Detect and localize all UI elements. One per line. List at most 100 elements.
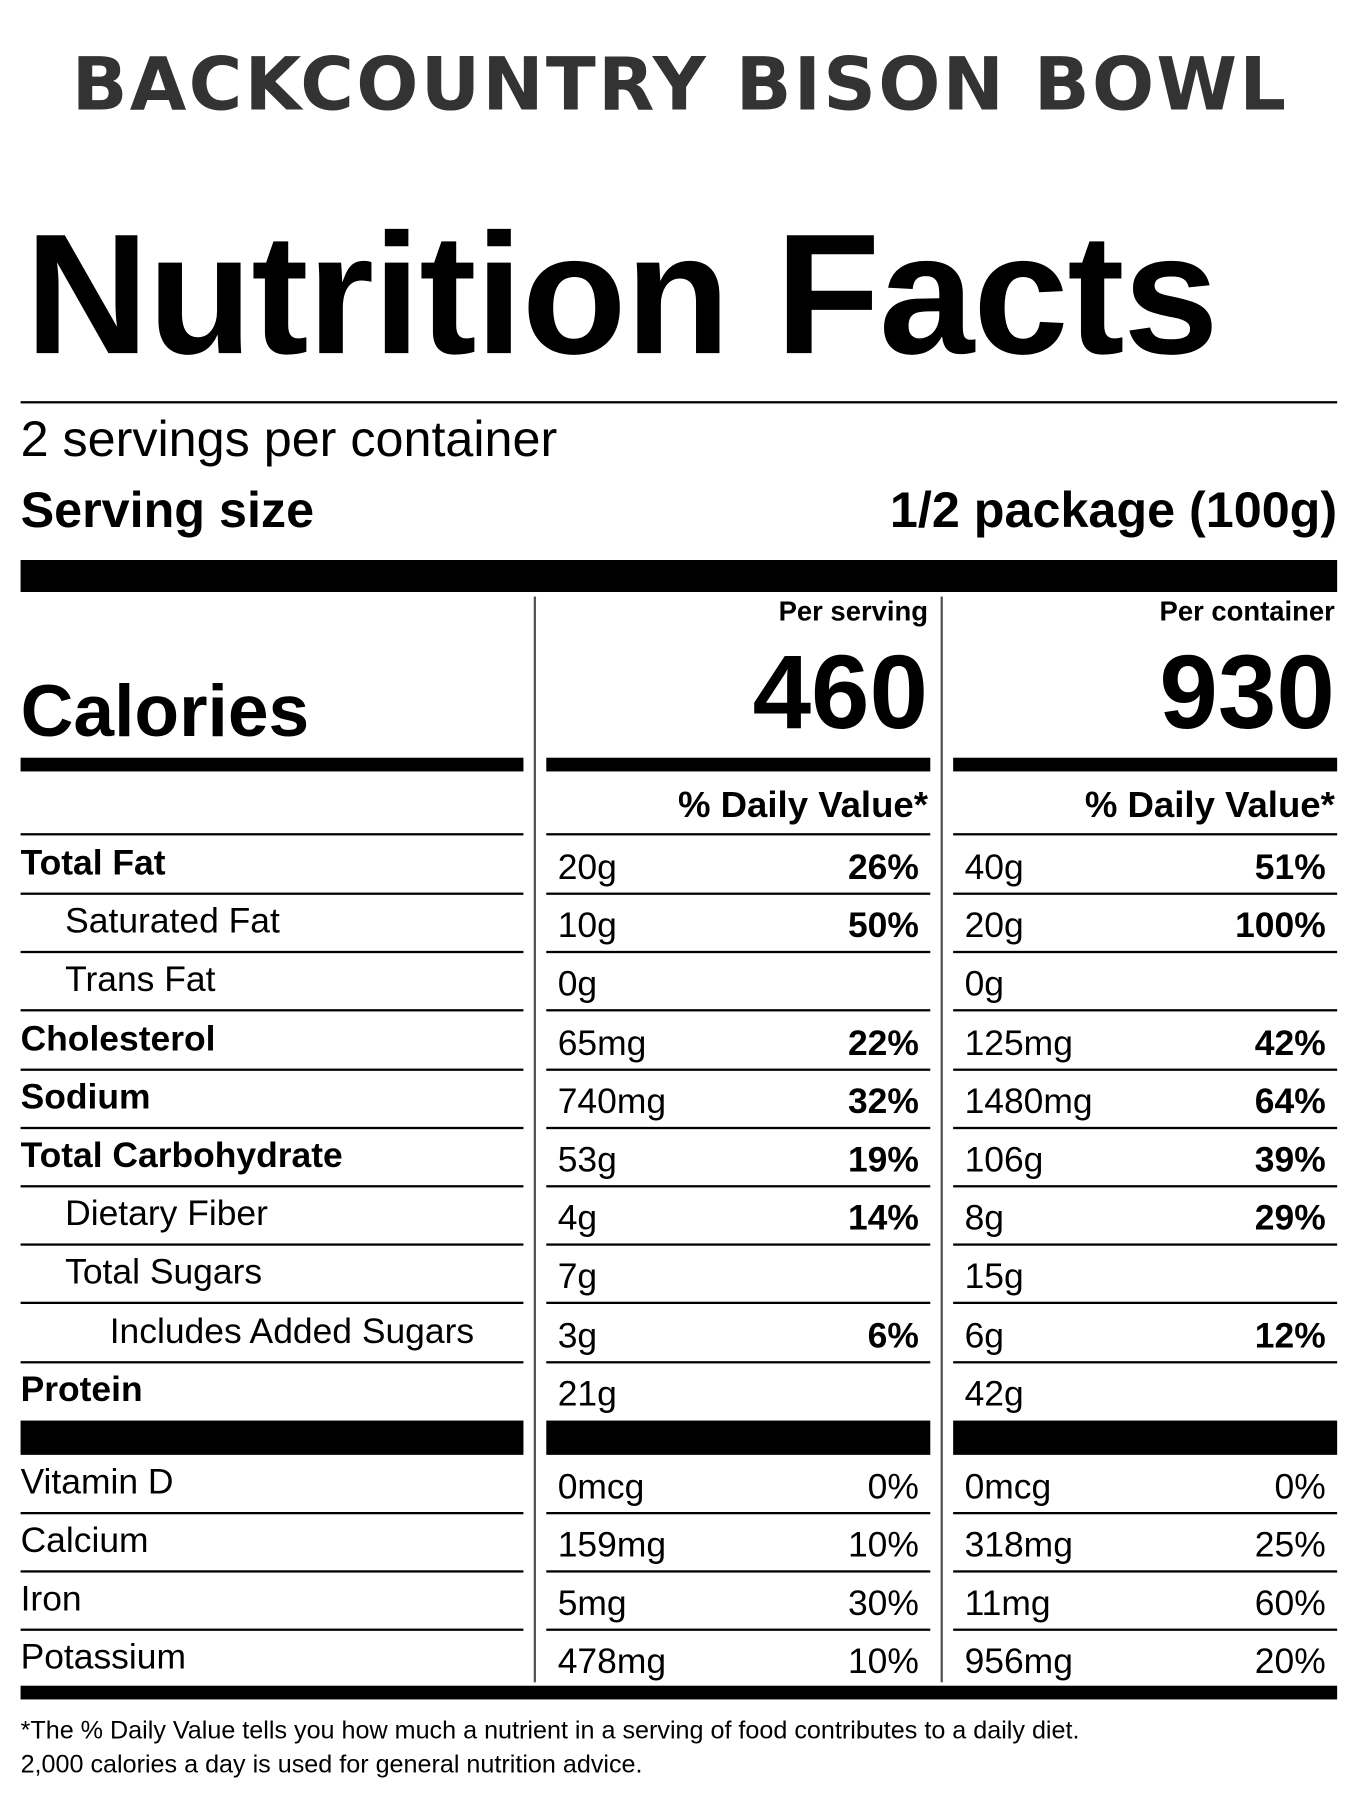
nutrient-name: Saturated Fat: [65, 900, 280, 941]
rule: [546, 1512, 931, 1515]
rule: [953, 833, 1338, 836]
calories-value: 930: [1159, 634, 1335, 751]
rule: [953, 1420, 1338, 1455]
amount: 15g: [964, 1256, 1024, 1297]
amount: 125mg: [964, 1022, 1073, 1063]
rule: [953, 1512, 1338, 1515]
amount: 0g: [557, 963, 598, 1004]
rule: [546, 1420, 931, 1455]
rule: [20, 1126, 524, 1129]
daily-value: 42%: [1254, 1022, 1326, 1063]
serving-size: 1/2 package (100g): [889, 482, 1338, 539]
rule: [953, 1570, 1338, 1573]
amount: 8g: [964, 1197, 1004, 1238]
rule: [953, 1009, 1338, 1012]
nutrient-name: Total Sugars: [65, 1251, 263, 1292]
daily-value: 30%: [847, 1582, 919, 1623]
rule: [20, 1420, 524, 1455]
daily-value: 25%: [1254, 1524, 1326, 1565]
dv-heading: % Daily Value*: [677, 784, 929, 826]
rule: [20, 1243, 524, 1246]
thick-bar: [20, 757, 524, 772]
daily-value: 60%: [1254, 1582, 1326, 1623]
rule: [546, 1628, 931, 1631]
nutrient-name: Potassium: [20, 1636, 186, 1677]
nutrient-name: Total Carbohydrate: [20, 1134, 343, 1175]
rule: [20, 892, 524, 895]
rule: [546, 833, 931, 836]
rule: [20, 951, 524, 954]
nutrient-name: Vitamin D: [20, 1461, 174, 1502]
rule: [20, 1068, 524, 1071]
divider: [940, 596, 943, 1683]
daily-value: 10%: [847, 1524, 919, 1565]
amount: 740mg: [557, 1080, 667, 1121]
rule: [20, 1360, 524, 1363]
rule: [546, 1126, 931, 1129]
amount: 42g: [964, 1373, 1024, 1414]
daily-value: 19%: [847, 1139, 919, 1180]
nutrient-name: Includes Added Sugars: [109, 1310, 475, 1351]
daily-value: 12%: [1254, 1314, 1326, 1355]
amount: 53g: [557, 1139, 617, 1180]
amount: 1480mg: [964, 1080, 1093, 1121]
rule: [953, 1185, 1338, 1188]
dv-heading: % Daily Value*: [1084, 784, 1335, 826]
amount: 6g: [964, 1314, 1004, 1355]
rule: [20, 1570, 524, 1573]
rule: [20, 401, 1338, 404]
nutrient-name: Iron: [20, 1578, 82, 1619]
serving-size-label: Serving size: [20, 482, 315, 539]
daily-value: 51%: [1254, 846, 1326, 887]
daily-value: 32%: [847, 1080, 919, 1121]
footnote: *The % Daily Value tells you how much a …: [20, 1715, 1080, 1745]
amount: 65mg: [557, 1022, 647, 1063]
amount: 7g: [557, 1256, 598, 1297]
daily-value: 6%: [867, 1314, 919, 1355]
brand: BACKCOUNTRY BISON BOWL: [71, 43, 1289, 129]
nutrient-name: Cholesterol: [20, 1017, 216, 1058]
thick-bar: [20, 560, 1338, 593]
daily-value: 64%: [1254, 1080, 1326, 1121]
daily-value: 0%: [1274, 1466, 1326, 1507]
nutrient-name: Total Fat: [20, 842, 166, 883]
amount: 5mg: [557, 1582, 627, 1623]
rule: [546, 1243, 931, 1246]
daily-value: 22%: [847, 1022, 919, 1063]
column-heading: Per container: [1159, 596, 1335, 628]
daily-value: 14%: [847, 1197, 919, 1238]
rule: [20, 1512, 524, 1515]
amount: 0g: [964, 963, 1004, 1004]
rule: [546, 1302, 931, 1305]
rule: [953, 951, 1338, 954]
rule: [546, 951, 931, 954]
thick-bar: [953, 757, 1338, 772]
nutrient-name: Protein: [20, 1368, 143, 1409]
rule: [20, 1009, 524, 1012]
thick-bar: [546, 757, 931, 772]
amount: 318mg: [964, 1524, 1073, 1565]
amount: 20g: [964, 905, 1024, 946]
daily-value: 50%: [847, 905, 919, 946]
amount: 0mcg: [557, 1466, 645, 1507]
rule: [953, 1360, 1338, 1363]
rule: [953, 1243, 1338, 1246]
rule: [953, 1302, 1338, 1305]
rule: [953, 1628, 1338, 1631]
amount: 4g: [557, 1197, 598, 1238]
nutrient-name: Dietary Fiber: [65, 1193, 268, 1234]
thick-bar: [20, 1685, 1338, 1700]
nutrient-name: Trans Fat: [65, 959, 216, 1000]
rule: [953, 1126, 1338, 1129]
rule: [953, 892, 1338, 895]
amount: 40g: [964, 846, 1024, 887]
nutrient-name: Calcium: [20, 1520, 149, 1561]
column-heading: Per serving: [778, 596, 929, 628]
rule: [546, 892, 931, 895]
divider: [533, 596, 537, 1683]
rule: [546, 1360, 931, 1363]
calories-label: Calories: [20, 669, 310, 753]
amount: 11mg: [964, 1582, 1051, 1623]
